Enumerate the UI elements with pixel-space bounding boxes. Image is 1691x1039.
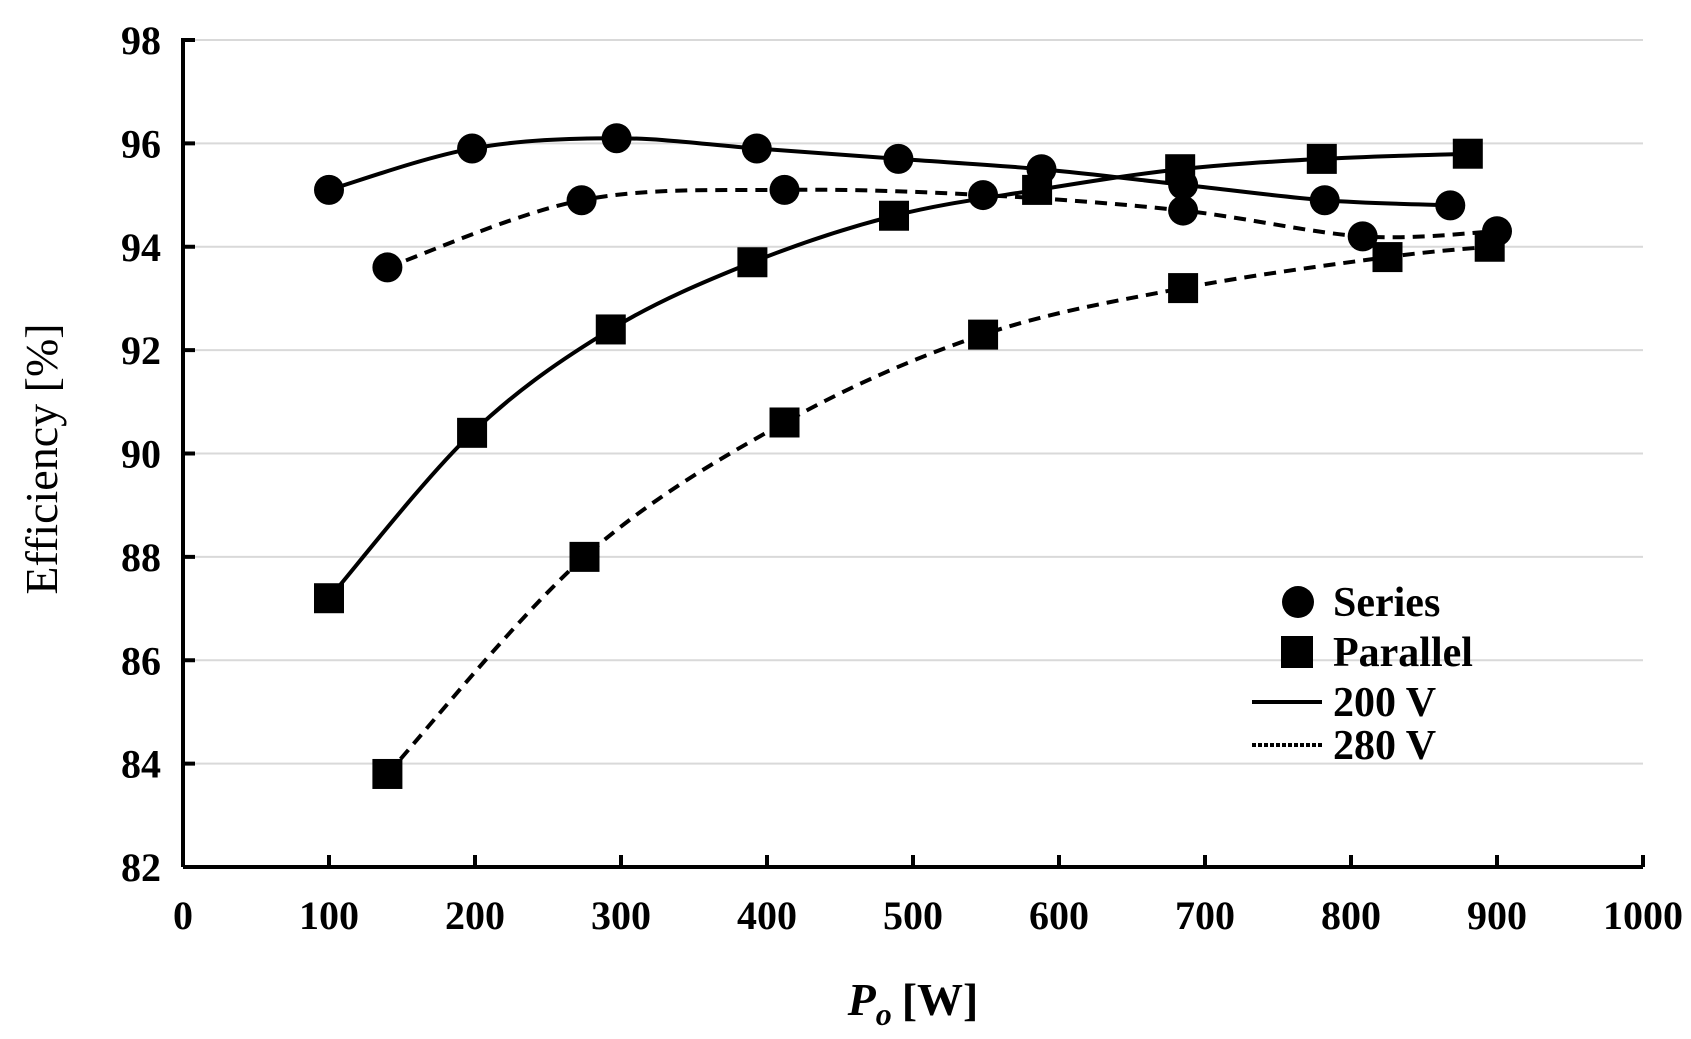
point-parallel-200-v [457,417,488,448]
x-axis-title: Po [W] [847,974,979,1032]
x-tick-label: 400 [737,893,797,938]
point-parallel-280-v [569,541,600,572]
x-tick-label: 0 [173,893,193,938]
x-tick-label: 200 [445,893,505,938]
point-parallel-200-v [1452,138,1483,169]
x-axis-symbol: P [847,974,877,1025]
point-series-200-v [314,174,344,205]
point-series-280-v [566,185,597,216]
x-tick-label: 700 [1175,893,1235,938]
y-tick-label: 90 [121,432,161,477]
y-tick-label: 88 [121,535,161,580]
gridlines [183,39,1643,765]
x-tick-label: 800 [1321,893,1381,938]
point-parallel-200-v [737,247,768,278]
point-parallel-280-v [1372,242,1403,273]
point-series-200-v [1309,185,1340,216]
x-tick-label: 900 [1467,893,1527,938]
point-parallel-200-v [1022,174,1053,205]
point-series-280-v [769,174,800,205]
legend-circle-marker [1282,586,1314,618]
point-series-200-v [457,133,488,164]
point-series-280-v [1168,195,1199,226]
x-axis-subscript: o [876,996,892,1032]
point-parallel-200-v [879,200,910,231]
y-tick-label: 82 [121,845,161,890]
series-line-parallel-280-v [385,244,1490,776]
axes [181,38,1645,869]
point-parallel-280-v [372,758,403,789]
point-series-200-v [741,133,772,164]
x-axis-unit: [W] [902,974,979,1025]
legend-label-parallel: Parallel [1333,630,1473,676]
x-tick-label: 100 [299,893,359,938]
point-parallel-200-v [595,314,626,345]
point-series-280-v [1347,221,1378,252]
y-tick-label: 84 [121,742,161,787]
y-tick-label: 92 [121,328,161,373]
y-axis-title: Efficiency [%] [16,323,67,594]
point-parallel-280-v [968,319,999,350]
y-tick-label: 94 [121,225,161,270]
y-tick-label: 96 [121,121,161,166]
point-parallel-200-v [1165,154,1196,185]
data-markers [314,123,1512,789]
point-series-200-v [883,143,914,174]
series-lines [327,136,1498,776]
x-tick-label: 600 [1029,893,1089,938]
point-parallel-280-v [1168,273,1199,304]
point-series-280-v [372,252,403,283]
legend-label-280v: 280 V [1333,723,1436,769]
legend-square-marker [1281,636,1313,668]
point-parallel-280-v [1474,231,1505,262]
x-tick-label: 500 [883,893,943,938]
point-series-200-v [1435,190,1466,221]
point-parallel-280-v [769,407,800,438]
x-tick-label: 1000 [1603,893,1683,938]
y-tick-label: 86 [121,638,161,683]
point-parallel-200-v [1306,143,1337,174]
legend-label-200v: 200 V [1333,680,1436,726]
legend: Series Parallel 200 V 280 V [1252,580,1473,769]
tick-labels: 82 84 86 88 90 92 94 96 98 0 100 200 300 400 500 600 700… [121,18,1683,938]
y-tick-label: 98 [121,18,161,63]
point-parallel-200-v [314,583,344,614]
x-tick-label: 300 [591,893,651,938]
point-series-200-v [601,123,632,154]
point-series-280-v [968,180,999,211]
legend-label-series: Series [1333,580,1440,626]
